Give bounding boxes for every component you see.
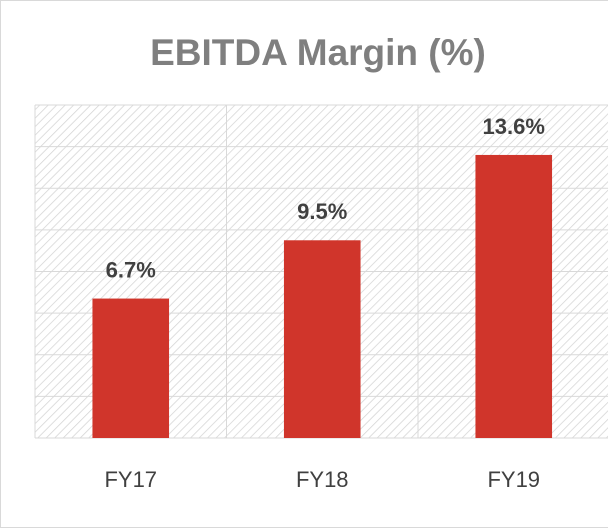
data-label: 13.6% xyxy=(483,114,545,139)
chart-title: EBITDA Margin (%) xyxy=(150,32,486,73)
x-tick-label: FY19 xyxy=(487,467,540,492)
data-label: 6.7% xyxy=(106,257,156,282)
bar xyxy=(283,240,361,438)
data-label: 9.5% xyxy=(297,199,347,224)
x-tick-label: FY17 xyxy=(104,467,157,492)
bar xyxy=(92,298,170,438)
x-tick-label: FY18 xyxy=(296,467,349,492)
bar xyxy=(475,154,553,438)
